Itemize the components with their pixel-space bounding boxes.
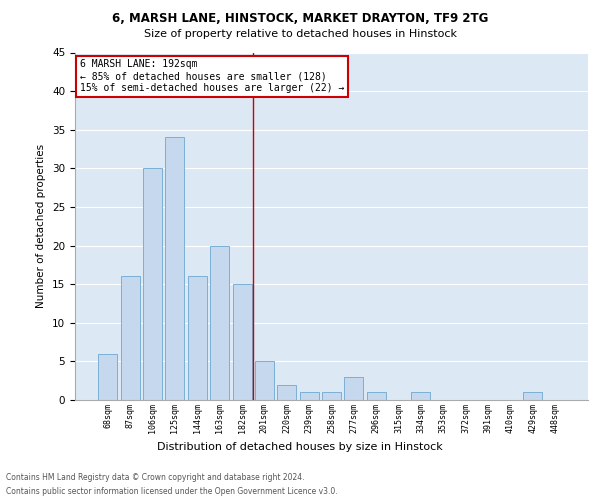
Text: 6, MARSH LANE, HINSTOCK, MARKET DRAYTON, TF9 2TG: 6, MARSH LANE, HINSTOCK, MARKET DRAYTON,… <box>112 12 488 26</box>
Bar <box>322 392 341 400</box>
Bar <box>344 377 364 400</box>
Bar <box>523 392 542 400</box>
Bar <box>233 284 251 400</box>
Bar <box>188 276 207 400</box>
Bar <box>255 362 274 400</box>
Bar <box>121 276 140 400</box>
Text: Distribution of detached houses by size in Hinstock: Distribution of detached houses by size … <box>157 442 443 452</box>
Bar <box>367 392 386 400</box>
Bar <box>412 392 430 400</box>
Bar <box>143 168 162 400</box>
Bar <box>166 138 184 400</box>
Bar <box>277 384 296 400</box>
Y-axis label: Number of detached properties: Number of detached properties <box>37 144 46 308</box>
Text: Contains public sector information licensed under the Open Government Licence v3: Contains public sector information licen… <box>6 488 338 496</box>
Bar <box>98 354 118 400</box>
Text: 6 MARSH LANE: 192sqm
← 85% of detached houses are smaller (128)
15% of semi-deta: 6 MARSH LANE: 192sqm ← 85% of detached h… <box>80 60 344 92</box>
Text: Size of property relative to detached houses in Hinstock: Size of property relative to detached ho… <box>143 29 457 39</box>
Text: Contains HM Land Registry data © Crown copyright and database right 2024.: Contains HM Land Registry data © Crown c… <box>6 472 305 482</box>
Bar <box>299 392 319 400</box>
Bar <box>210 246 229 400</box>
